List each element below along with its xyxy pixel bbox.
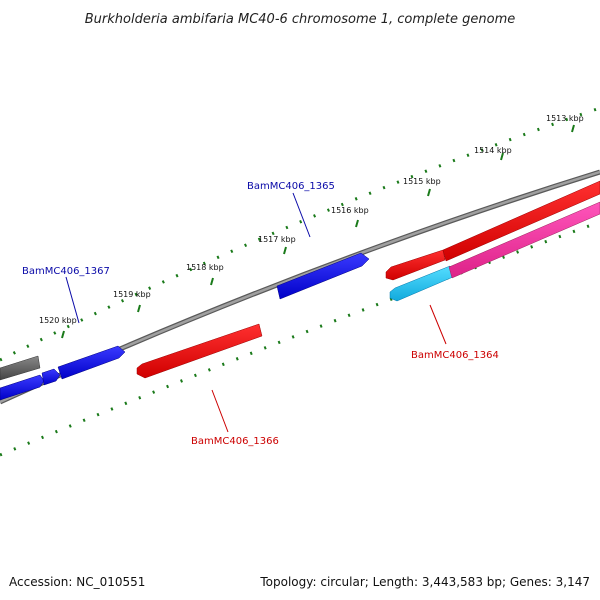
tick-label-1515: 1515 kbp (403, 177, 441, 186)
gene-blue-tiny[interactable] (41, 368, 61, 386)
tick-label-1518: 1518 kbp (186, 263, 224, 272)
gene-bammc406-1365[interactable] (276, 252, 370, 300)
map-title: Burkholderia ambifaria MC40-6 chromosome… (85, 12, 515, 27)
gene-red-upper-right[interactable] (442, 180, 600, 262)
major-ticks (61, 124, 575, 339)
gene-blue-small[interactable] (0, 374, 45, 401)
tick-label-1514: 1514 kbp (474, 146, 512, 155)
gene-labels: BamMC406_1365 BamMC406_1367 BamMC406_136… (22, 181, 499, 447)
accession-text: Accession: NC_010551 (9, 575, 145, 589)
tick-label-1513: 1513 kbp (546, 114, 584, 123)
gene-label-leaders (65, 192, 447, 433)
gene-label-1365: BamMC406_1365 (247, 181, 335, 192)
gene-pink-long[interactable] (448, 201, 600, 279)
tick-label-1516: 1516 kbp (331, 206, 369, 215)
forward-strand-genes (0, 180, 600, 401)
gene-label-1366: BamMC406_1366 (191, 436, 279, 447)
gene-label-1364: BamMC406_1364 (411, 350, 499, 361)
outer-tick-ring (0, 106, 600, 362)
gene-bammc406-1366[interactable] (136, 323, 263, 379)
tick-label-1517: 1517 kbp (258, 235, 296, 244)
tick-label-1519: 1519 kbp (113, 290, 151, 299)
gene-gray-left[interactable] (0, 355, 41, 381)
tick-label-1520: 1520 kbp (39, 316, 77, 325)
inner-tick-ring (0, 220, 600, 457)
tick-labels: 1513 kbp 1514 kbp 1515 kbp 1516 kbp 1517… (39, 114, 584, 325)
gene-bammc406-1367[interactable] (57, 345, 126, 380)
genome-summary-text: Topology: circular; Length: 3,443,583 bp… (259, 575, 590, 589)
gene-red-small[interactable] (385, 249, 446, 281)
reverse-strand-genes (136, 201, 600, 379)
gene-label-1367: BamMC406_1367 (22, 266, 110, 277)
